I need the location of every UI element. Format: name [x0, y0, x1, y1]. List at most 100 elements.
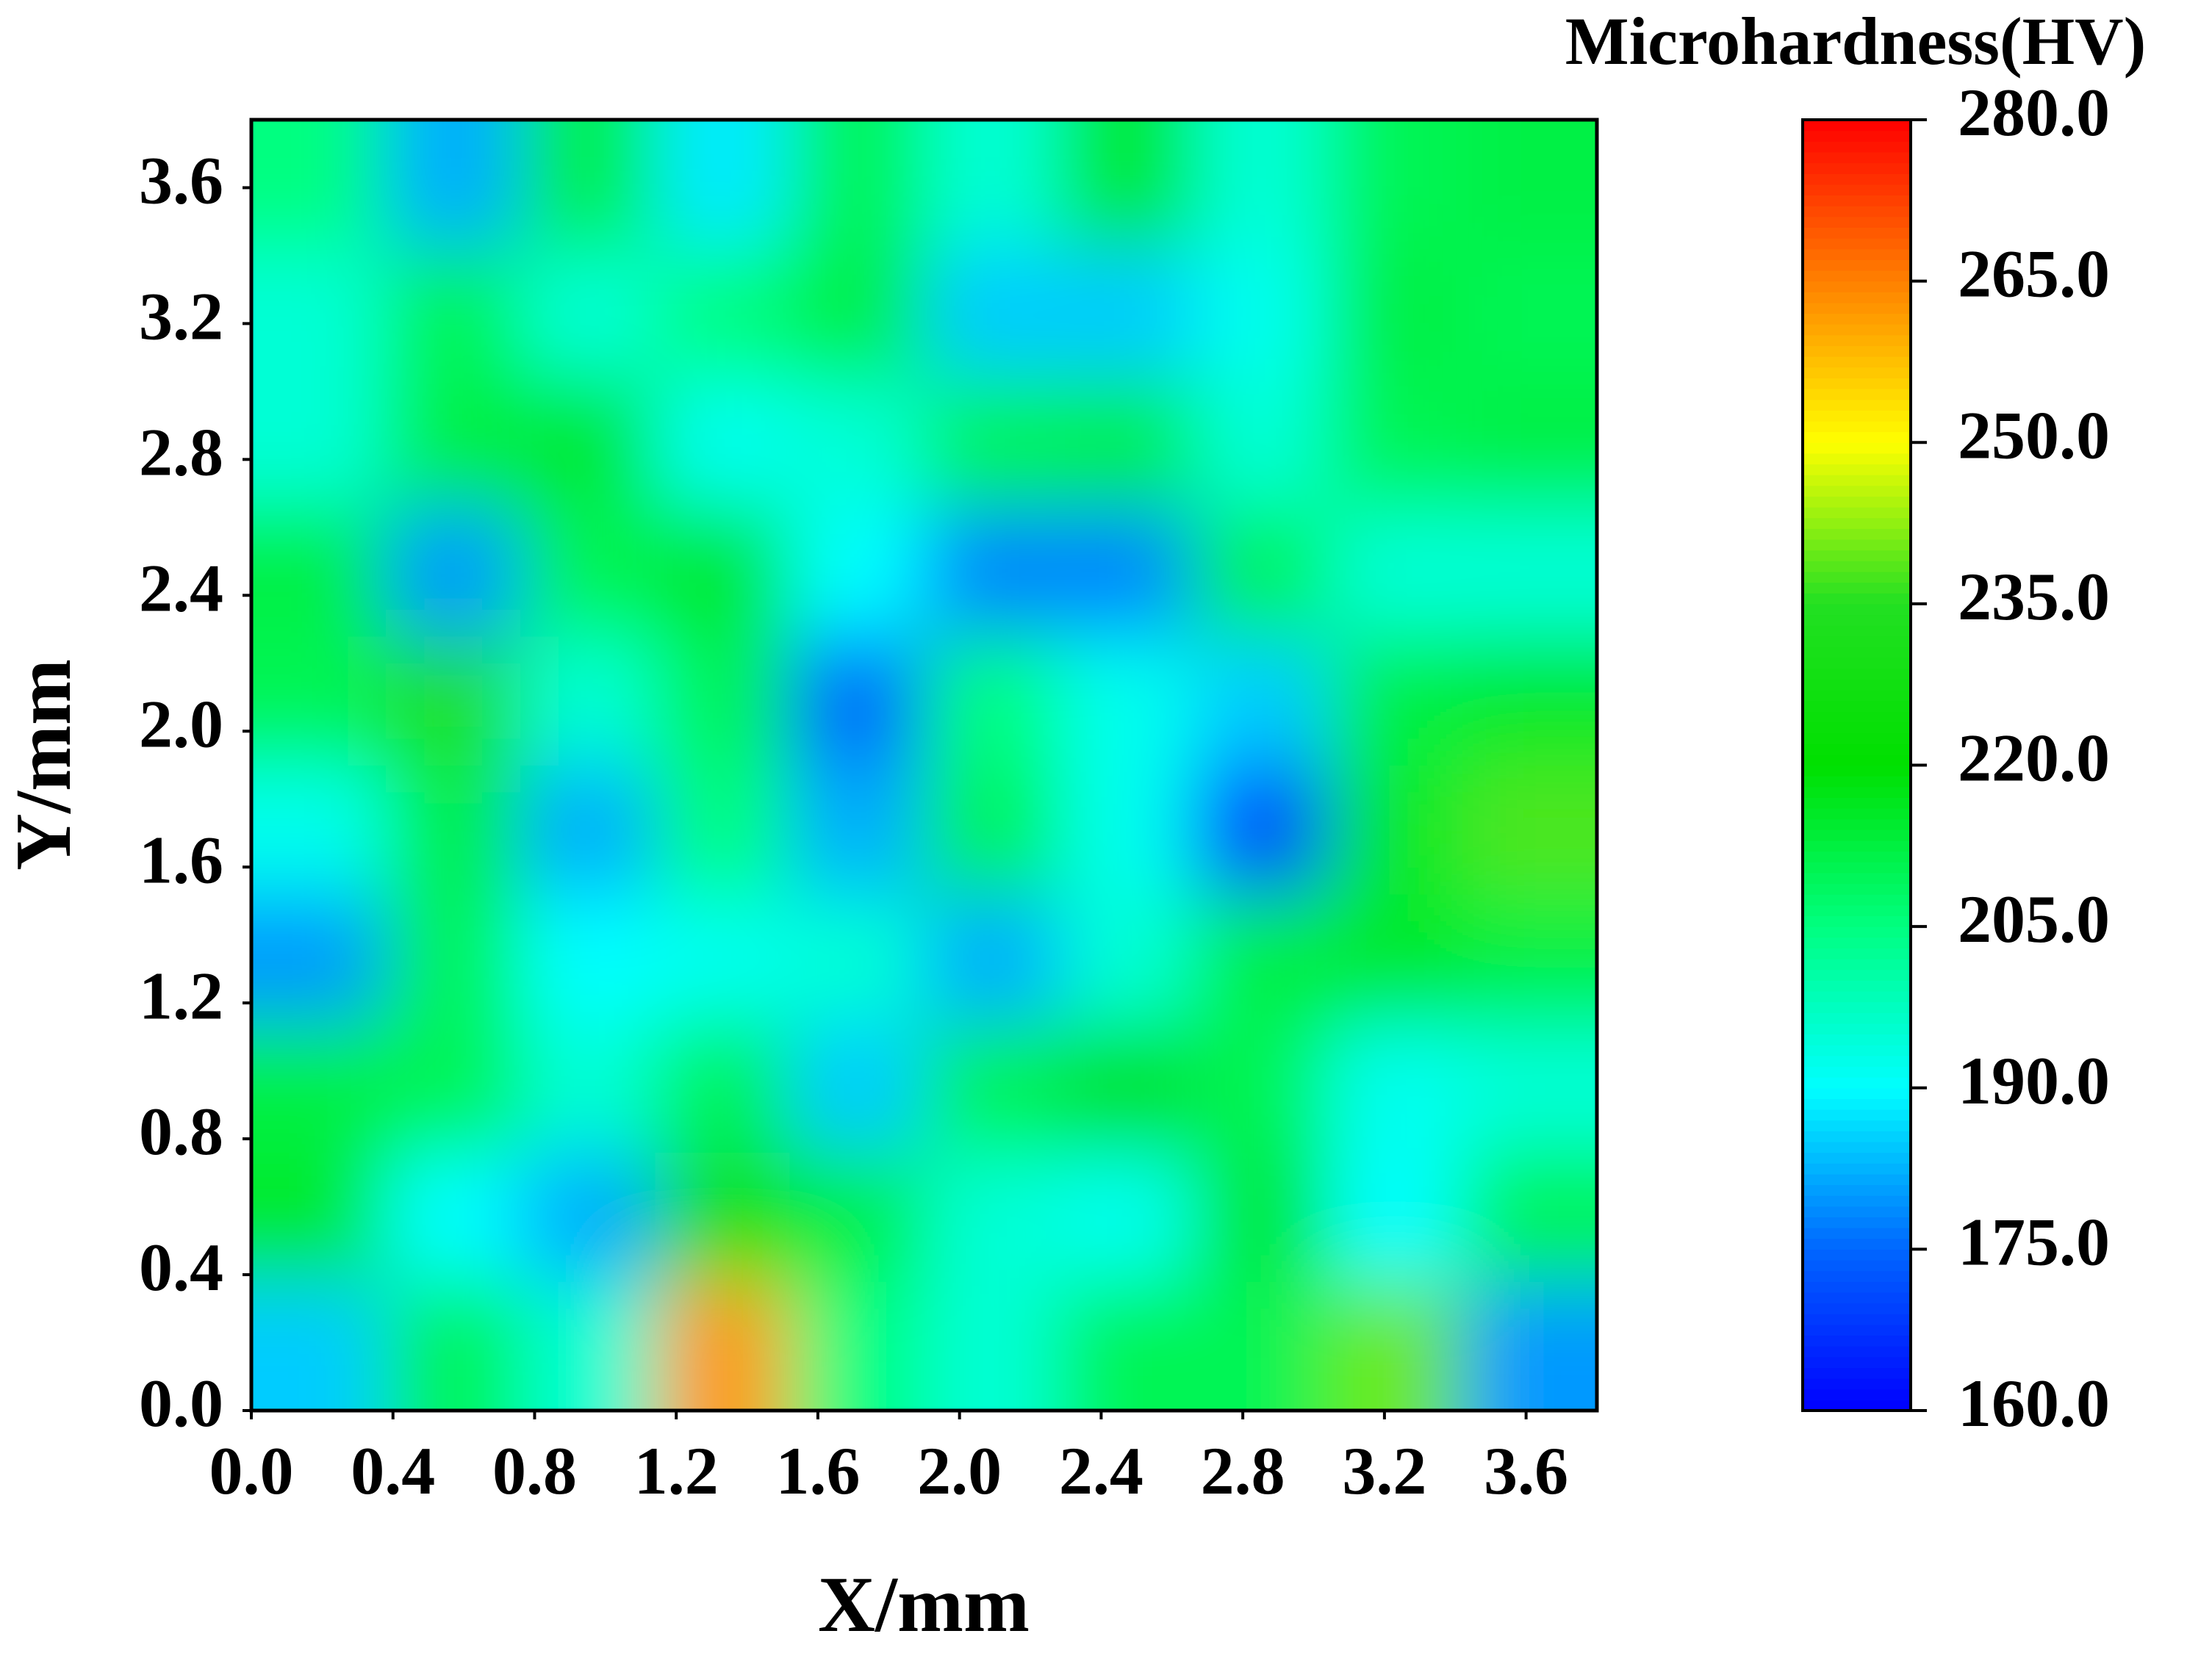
colorbar-tick-label: 250.0: [1958, 397, 2110, 472]
heatmap-cell: [251, 120, 387, 250]
colorbar-band: [1803, 786, 1911, 799]
heatmap-cell: [251, 248, 387, 378]
x-tick-label: 2.0: [917, 1433, 1002, 1508]
heatmap-cell: [924, 894, 1060, 1024]
colorbar-band: [1803, 195, 1911, 206]
colorbar-band: [1803, 1400, 1911, 1411]
colorbar-band: [1803, 959, 1911, 970]
x-tick-label: 2.8: [1201, 1433, 1285, 1508]
colorbar-band: [1803, 765, 1911, 777]
heatmap: [251, 120, 1597, 1411]
colorbar-band: [1803, 776, 1911, 788]
heatmap-cell: [1327, 120, 1463, 250]
heatmap-cell: [251, 1152, 387, 1282]
colorbar-band: [1803, 550, 1911, 561]
colorbar-band: [1803, 840, 1911, 852]
heatmap-cell: [1058, 507, 1194, 637]
colorbar-band: [1803, 313, 1911, 325]
colorbar-band: [1803, 378, 1911, 389]
x-tick-label: 0.0: [209, 1433, 294, 1508]
colorbar-tick-label: 190.0: [1958, 1043, 2110, 1118]
colorbar-tick-label: 205.0: [1958, 882, 2110, 957]
y-tick-label: 0.0: [139, 1366, 223, 1441]
colorbar-band: [1803, 1249, 1911, 1261]
heatmap-cell: [924, 1023, 1060, 1153]
heatmap-cell: [1327, 1281, 1463, 1411]
colorbar-tick-label: 160.0: [1958, 1366, 2110, 1441]
x-tick-label: 1.6: [775, 1433, 860, 1508]
colorbar-band: [1803, 1378, 1911, 1390]
colorbar-band: [1803, 658, 1911, 669]
heatmap-cell: [655, 1281, 790, 1411]
x-tick-label: 2.4: [1059, 1433, 1143, 1508]
colorbar-band: [1803, 410, 1911, 422]
heatmap-cell: [789, 1281, 924, 1411]
heatmap-cell: [655, 1023, 790, 1153]
heatmap-cell: [386, 635, 521, 766]
heatmap-cell: [520, 1023, 656, 1153]
heatmap-cell: [655, 120, 790, 250]
colorbar-band: [1803, 1141, 1911, 1153]
heatmap-cell: [520, 1281, 656, 1411]
heatmap-cell: [1327, 894, 1463, 1024]
colorbar-band: [1803, 1001, 1911, 1013]
heatmap-cell: [1058, 248, 1194, 378]
heatmap-cell: [1193, 378, 1329, 508]
colorbar-band: [1803, 883, 1911, 895]
heatmap-cell: [1462, 507, 1597, 637]
heatmap-cell: [386, 1023, 521, 1153]
colorbar-band: [1803, 130, 1911, 142]
colorbar-band: [1803, 1184, 1911, 1196]
colorbar-band: [1803, 1217, 1911, 1228]
colorbar-band: [1803, 270, 1911, 282]
colorbar: [1803, 120, 1911, 1411]
colorbar-band: [1803, 1346, 1911, 1358]
heatmap-cell: [1193, 1152, 1329, 1282]
colorbar-band: [1803, 120, 1911, 132]
colorbar-band: [1803, 603, 1911, 616]
heatmap-cell: [386, 120, 521, 250]
y-axis-label: Y/mm: [0, 659, 87, 871]
colorbar-band: [1803, 1314, 1911, 1325]
colorbar-band: [1803, 1195, 1911, 1207]
heatmap-cell: [386, 248, 521, 378]
colorbar-band: [1803, 356, 1911, 368]
heatmap-cell: [1462, 894, 1597, 1024]
colorbar-band: [1803, 1087, 1911, 1099]
heatmap-cell: [924, 378, 1060, 508]
heatmap-cell: [1462, 120, 1597, 250]
heatmap-cell: [1327, 507, 1463, 637]
heatmap-cell: [655, 894, 790, 1024]
heatmap-cell: [924, 1152, 1060, 1282]
heatmap-cell: [1462, 1023, 1597, 1153]
colorbar-band: [1803, 937, 1911, 949]
heatmap-cell: [789, 635, 924, 766]
heatmap-cell: [655, 507, 790, 637]
y-tick-label: 3.6: [139, 143, 223, 218]
colorbar-band: [1803, 894, 1911, 906]
colorbar-band: [1803, 496, 1911, 508]
colorbar-band: [1803, 980, 1911, 992]
heatmap-cell: [1058, 635, 1194, 766]
colorbar-band: [1803, 1292, 1911, 1304]
colorbar-band: [1803, 593, 1911, 605]
colorbar-band: [1803, 1173, 1911, 1186]
x-axis-label: X/mm: [818, 1561, 1030, 1649]
heatmap-cell: [924, 248, 1060, 378]
heatmap-cell: [1058, 1023, 1194, 1153]
colorbar-band: [1803, 485, 1911, 497]
heatmap-cell: [520, 1152, 656, 1282]
colorbar-band: [1803, 464, 1911, 475]
colorbar-band: [1803, 507, 1911, 519]
colorbar-band: [1803, 904, 1911, 917]
heatmap-cell: [1193, 635, 1329, 766]
heatmap-cell: [520, 765, 656, 895]
colorbar-band: [1803, 184, 1911, 196]
heatmap-cell: [251, 1281, 387, 1411]
colorbar-band: [1803, 238, 1911, 250]
heatmap-cell: [1193, 765, 1329, 895]
heatmap-cell: [1058, 1152, 1194, 1282]
colorbar-band: [1803, 141, 1911, 153]
colorbar-band: [1803, 1066, 1911, 1078]
colorbar-band: [1803, 851, 1911, 862]
